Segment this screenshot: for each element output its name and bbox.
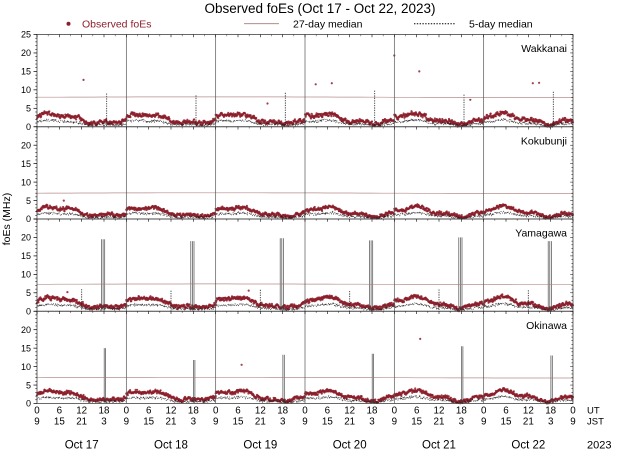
svg-text:5-day median: 5-day median <box>469 19 533 31</box>
svg-text:Observed foEs: Observed foEs <box>82 19 151 31</box>
svg-text:Observed foEs (Oct 17 - Oct 22: Observed foEs (Oct 17 - Oct 22, 2023) <box>204 1 435 16</box>
svg-text:27-day median: 27-day median <box>293 19 363 31</box>
